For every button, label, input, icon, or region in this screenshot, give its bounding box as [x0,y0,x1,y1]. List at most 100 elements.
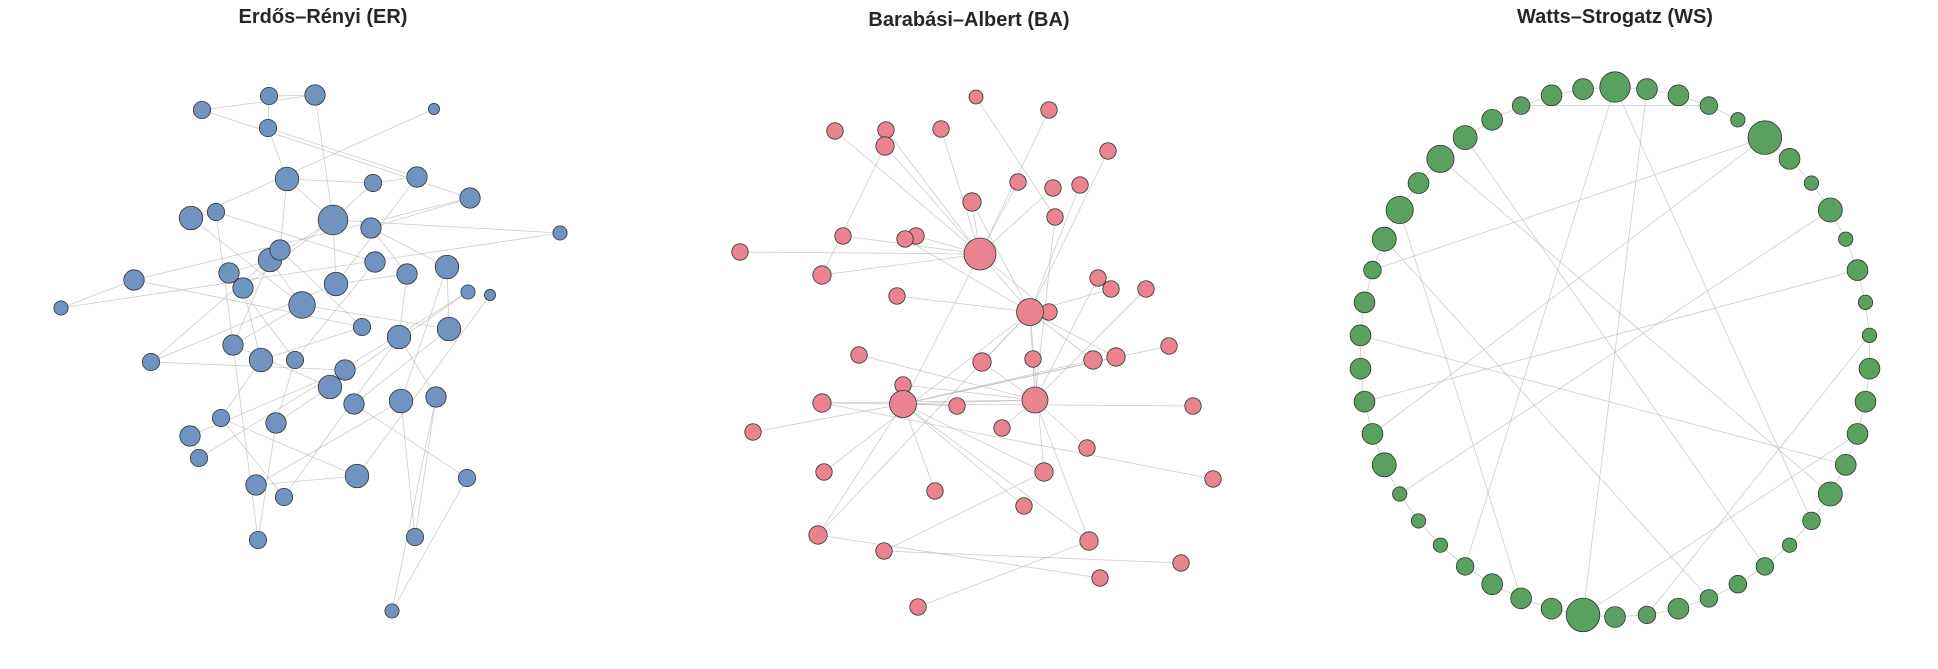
ba-node [744,423,762,441]
er-edge [353,403,468,479]
ws-node [1846,259,1869,281]
er-edge [370,197,471,229]
ba-node [909,598,927,616]
ba-edge [902,403,936,492]
er-edge [133,279,363,328]
ba-node [1204,470,1222,488]
ba-edge [902,403,1025,507]
er-node [259,86,279,106]
ws-nodes [1349,71,1881,633]
ba-node [877,121,895,139]
ba-edge [1034,399,1090,542]
ba-edge [904,238,1031,313]
er-node [123,269,145,291]
ws-node [1510,587,1532,610]
er-edge [294,261,376,361]
ws-node [1363,260,1382,280]
ws-node [1637,605,1657,625]
er-node [189,448,209,468]
er-edge [60,232,561,309]
ws-node [1854,390,1877,413]
ba-node [875,136,895,156]
ws-edge [1582,433,1858,616]
er-edge [314,94,334,221]
er-edge [201,109,471,199]
ws-network-graph [1349,71,1881,633]
ws-node [1857,294,1874,310]
ba-node [1160,337,1178,355]
er-node [459,187,481,209]
er-edge [301,304,450,330]
ba-edge [971,201,1031,313]
ba-node [1106,347,1126,367]
er-node [386,324,412,350]
ba-edge [902,403,1090,542]
ws-edge [1372,137,1766,271]
er-node [360,217,382,239]
er-node [484,289,496,301]
ba-node [815,463,833,481]
ws-node [1728,575,1748,594]
ba-node [926,482,944,500]
er-node [232,277,254,299]
ws-panel: Watts–Strogatz (WS) [1292,0,1938,669]
ba-node [1015,497,1033,515]
ws-node [1846,423,1869,445]
er-edge [60,279,135,309]
er-node [265,412,287,434]
er-node [206,202,226,222]
er-node [406,166,428,188]
er-node [434,254,460,280]
er-node [178,205,204,231]
er-node [53,300,69,316]
ba-node [1021,386,1049,414]
ba-edge [821,402,1214,480]
ws-node [1803,175,1820,191]
ba-node [888,287,906,305]
ws-edge [1464,86,1616,567]
ba-edge [821,145,886,276]
er-node [457,468,477,488]
er-node [211,408,231,428]
ba-edge [834,130,981,255]
ba-node [812,393,832,413]
ba-node [1009,173,1027,191]
ws-edge [1614,86,1812,522]
er-edge [201,94,316,111]
ba-edge [1029,150,1109,313]
ws-edge [1383,238,1710,599]
ws-node [1858,357,1881,380]
ba-node [1102,280,1120,298]
er-edge [391,396,437,612]
ws-node [1407,172,1430,194]
ba-edge [940,128,981,255]
er-edge [190,108,435,219]
ba-node [1089,269,1107,287]
ba-network-graph [731,89,1222,616]
er-node [405,527,425,547]
ba-panel-title: Barabási–Albert (BA) [868,9,1070,31]
ba-edge [842,235,981,255]
er-node [363,173,383,193]
er-network-graph [53,84,568,619]
er-edge [356,294,491,477]
ba-node [1172,554,1190,572]
ba-node [1079,531,1099,551]
ws-node [1410,513,1427,529]
er-node [317,204,349,236]
ba-edge [883,550,1182,564]
er-edge [150,249,281,363]
ba-edge [902,399,1036,405]
er-node [343,393,365,415]
ws-node [1349,324,1372,347]
ba-edge [823,311,1031,473]
er-edge [215,211,376,263]
ba-node [1016,298,1044,326]
ba-edges [739,96,1214,608]
ws-node [1426,144,1455,173]
er-node [436,316,462,342]
ws-node [1572,78,1594,100]
er-node [218,262,240,284]
er-node [384,603,400,619]
ba-node [889,390,917,418]
